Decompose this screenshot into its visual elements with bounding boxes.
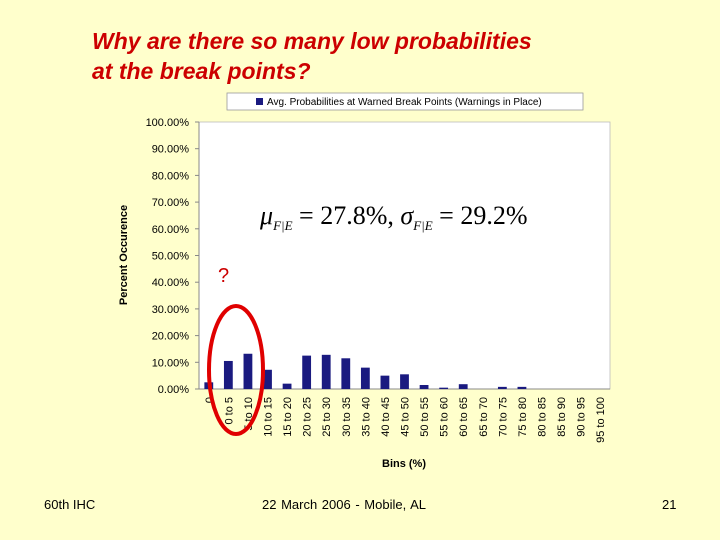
x-tick-label: 85 to 90 xyxy=(556,397,568,437)
bar xyxy=(458,384,468,389)
y-tick-label: 0.00% xyxy=(158,384,189,396)
y-tick-label: 20.00% xyxy=(152,331,190,343)
legend-box xyxy=(226,92,584,111)
x-tick-label: 65 to 70 xyxy=(478,397,490,437)
plot-area xyxy=(198,121,611,390)
bar xyxy=(360,367,370,389)
formula-mu-value: = 27.8%, xyxy=(293,201,401,230)
y-tick-label: 10.00% xyxy=(152,357,190,369)
bar xyxy=(282,383,292,389)
bar xyxy=(497,386,507,389)
y-tick-label: 40.00% xyxy=(152,277,190,289)
x-tick-label: 20 to 25 xyxy=(302,397,314,437)
x-tick-label: 95 to 100 xyxy=(595,397,607,443)
y-tick-label: 80.00% xyxy=(152,170,190,182)
formula-sigma-value: = 29.2% xyxy=(433,201,528,230)
bar xyxy=(302,355,312,389)
highlight-ellipse xyxy=(207,304,265,436)
y-tick-label: 60.00% xyxy=(152,224,190,236)
bar xyxy=(341,358,351,389)
y-tick-labels: 0.00% 10.00% 20.00% 30.00% 40.00% 50.00% 60.00… xyxy=(146,117,199,396)
y-axis-label: Percent Occurence xyxy=(118,205,130,305)
bar xyxy=(321,354,331,389)
title-line-1: Why are there so many low probabilities xyxy=(92,28,532,54)
bar xyxy=(439,387,449,389)
footer-page-number: 21 xyxy=(662,497,677,512)
x-tick-label: 40 to 45 xyxy=(380,397,392,437)
x-tick-label: 50 to 55 xyxy=(419,397,431,437)
question-mark: ? xyxy=(218,265,229,287)
y-tick-label: 90.00% xyxy=(152,144,190,156)
formula-sigma: σ xyxy=(400,201,414,230)
x-tick-label: 0 to 5 xyxy=(223,397,235,425)
x-tick-label: 75 to 80 xyxy=(517,397,529,437)
slide-title: Why are there so many low probabilities … xyxy=(92,26,692,86)
y-tick-label: 30.00% xyxy=(152,304,190,316)
y-tick-label: 50.00% xyxy=(152,251,190,263)
bar xyxy=(243,353,253,389)
bar xyxy=(419,384,429,389)
x-tick-label: 15 to 20 xyxy=(282,397,294,437)
bar xyxy=(400,374,409,389)
x-axis-label: Bins (%) xyxy=(382,458,426,470)
formula-sigma-subscript: F|E xyxy=(412,218,433,233)
x-tick-label: 30 to 35 xyxy=(341,397,353,437)
y-tick-label: 100.00% xyxy=(146,117,190,129)
formula-mu: μ xyxy=(259,201,273,230)
legend-label: Avg. Probabilities at Warned Break Point… xyxy=(267,97,542,108)
x-tick-label: 80 to 85 xyxy=(537,397,549,437)
formula-annotation: μF|E = 27.8%, σF|E = 29.2% xyxy=(259,201,527,233)
legend-swatch xyxy=(256,98,263,105)
bar xyxy=(263,369,272,389)
x-tick-label: 10 to 15 xyxy=(263,397,275,437)
bar xyxy=(517,386,527,389)
footer-conference: 60th IHC xyxy=(44,497,96,512)
footer-date-location: 22 March 2006 - Mobile, AL xyxy=(262,497,426,512)
title-line-2: at the break points? xyxy=(92,58,311,84)
x-tick-label: 90 to 95 xyxy=(576,397,588,437)
formula-mu-subscript: F|E xyxy=(272,218,293,233)
bar xyxy=(223,360,233,389)
bar xyxy=(380,375,390,389)
x-tick-label: 55 to 60 xyxy=(439,397,451,437)
x-tick-label: 25 to 30 xyxy=(321,397,333,437)
y-tick-label: 70.00% xyxy=(152,197,190,209)
x-tick-label: 0 xyxy=(204,397,216,403)
x-tick-label: 70 to 75 xyxy=(497,397,509,437)
x-tick-label: 60 to 65 xyxy=(458,397,470,437)
x-tick-label: 35 to 40 xyxy=(360,397,372,437)
x-tick-label: 45 to 50 xyxy=(400,397,412,437)
